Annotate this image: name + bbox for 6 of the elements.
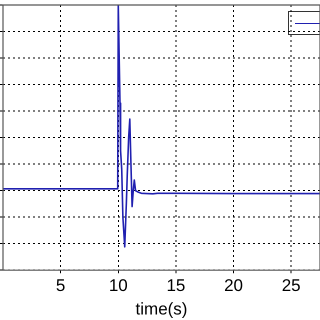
x-tick-label: 15 (166, 276, 186, 296)
x-axis-title: time(s) (136, 299, 188, 318)
x-tick-label: 20 (224, 276, 244, 296)
x-tick-label: 25 (282, 276, 301, 296)
x-tick-label: 10 (108, 276, 128, 296)
x-tick-label: 5 (56, 276, 66, 296)
